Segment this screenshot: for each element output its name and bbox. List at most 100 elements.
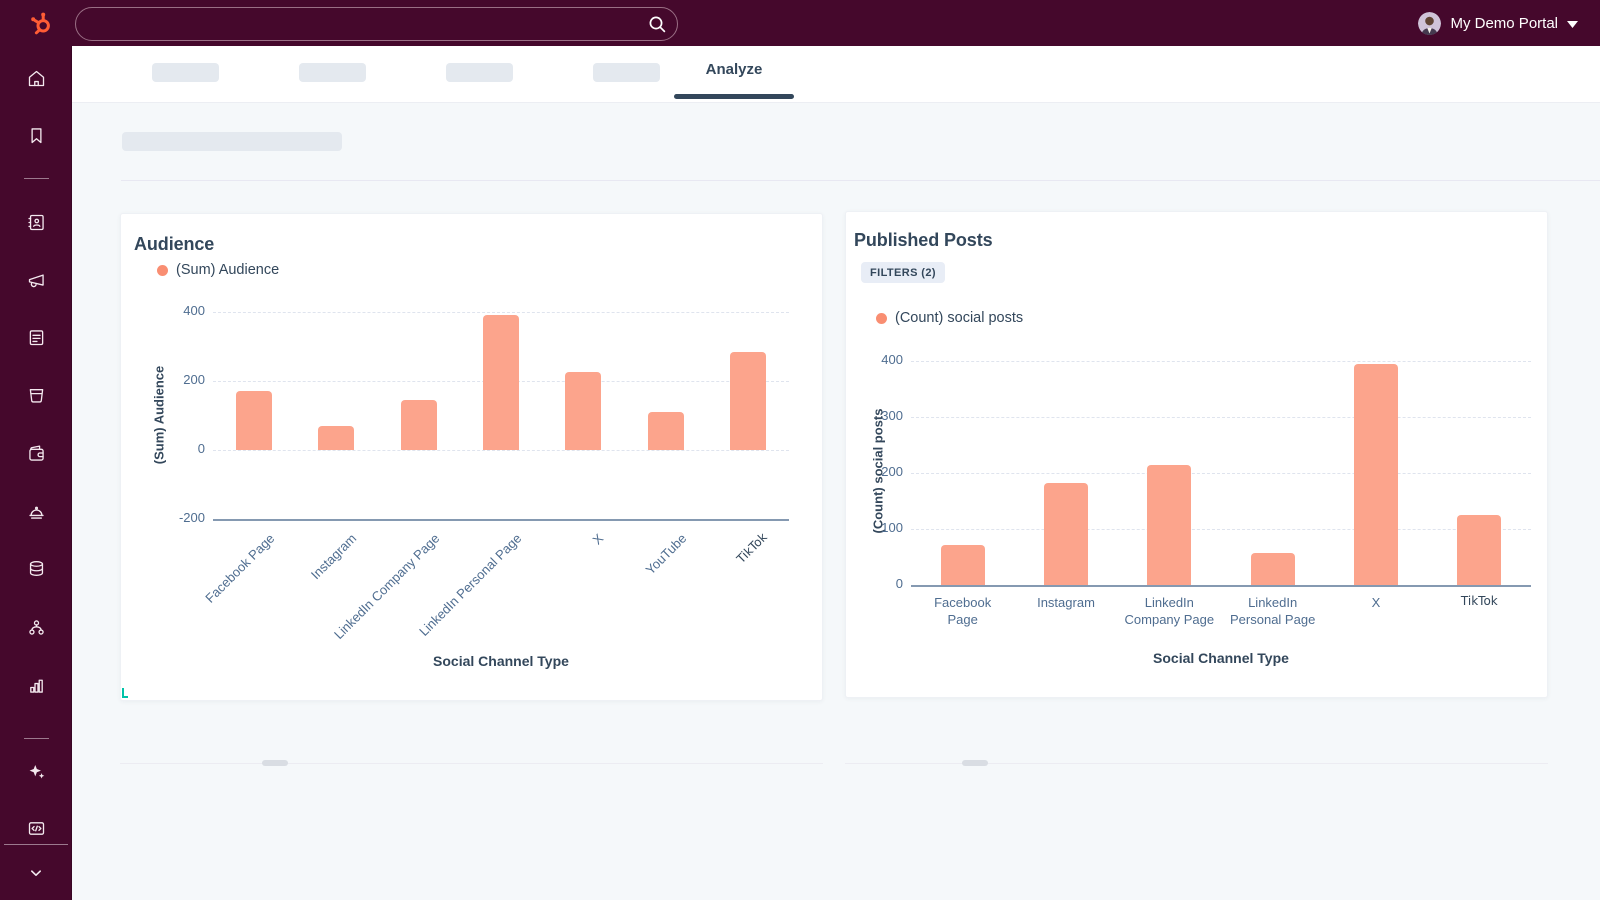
y-tick-label: 0 bbox=[895, 576, 903, 591]
skeleton-tab bbox=[152, 63, 219, 82]
code-icon bbox=[28, 821, 44, 835]
x-axis-line bbox=[213, 519, 789, 521]
x-category-label: LinkedIn Personal Page bbox=[1230, 595, 1316, 628]
legend-item[interactable]: (Sum) Audience bbox=[157, 262, 279, 278]
y-tick-label: 400 bbox=[183, 303, 205, 318]
global-search-bar[interactable] bbox=[75, 7, 678, 41]
y-tick-label: 0 bbox=[197, 441, 205, 456]
main-sidebar bbox=[0, 46, 72, 900]
workflow-icon bbox=[28, 619, 44, 635]
next-row-card-edge bbox=[120, 763, 823, 764]
x-category-label: Facebook Page bbox=[934, 595, 992, 628]
bar-linkedin-personal-page[interactable] bbox=[483, 315, 519, 450]
bar-instagram[interactable] bbox=[318, 425, 355, 450]
chevron-down-icon bbox=[1567, 15, 1578, 32]
sidebar-item-commerce[interactable] bbox=[0, 374, 72, 414]
bar-facebook-page[interactable] bbox=[940, 544, 985, 585]
hubspot-logo-icon[interactable] bbox=[26, 9, 54, 37]
sidebar-item-automations[interactable] bbox=[0, 607, 72, 647]
bar-youtube[interactable] bbox=[647, 412, 684, 450]
sidebar-bottom-divider bbox=[4, 844, 68, 845]
sidebar-item-marketing[interactable] bbox=[0, 260, 72, 300]
bar-linkedin-company-page[interactable] bbox=[1147, 464, 1192, 585]
x-category-label: LinkedIn Company Page bbox=[1124, 595, 1215, 628]
legend-label: (Count) social posts bbox=[895, 310, 1024, 326]
avatar bbox=[1418, 11, 1442, 35]
bar-facebook-page[interactable] bbox=[236, 391, 273, 450]
bookmark-icon bbox=[30, 127, 42, 143]
y-tick-label: 400 bbox=[881, 352, 903, 367]
next-row-skeleton bbox=[962, 760, 988, 766]
sidebar-item-content[interactable] bbox=[0, 317, 72, 357]
service-bell-icon bbox=[28, 506, 44, 519]
gridline bbox=[213, 450, 789, 451]
audience-bar-chart: 400 200 0 -200 Facebook Page Instagram LinkedI… bbox=[121, 214, 822, 700]
loading-corner-mark bbox=[122, 688, 128, 698]
gridline bbox=[213, 312, 789, 313]
skeleton-page-title bbox=[122, 132, 342, 151]
gridline bbox=[911, 529, 1531, 530]
report-tab-bar: Analyze bbox=[72, 46, 1600, 103]
x-axis-title: Social Channel Type bbox=[433, 653, 569, 669]
report-title: Audience bbox=[134, 234, 215, 254]
audience-report-card: Audience (Sum) Audience (Sum) Audience 4… bbox=[120, 213, 823, 701]
legend-item[interactable]: (Count) social posts bbox=[876, 310, 1023, 326]
sidebar-divider bbox=[24, 178, 49, 179]
sidebar-item-reporting[interactable] bbox=[0, 665, 72, 705]
bar-instagram[interactable] bbox=[1044, 483, 1088, 585]
database-icon bbox=[29, 560, 43, 576]
next-row-skeleton bbox=[262, 760, 288, 766]
sidebar-item-ai-assistant[interactable] bbox=[0, 751, 72, 791]
top-navigation-bar: My Demo Portal bbox=[0, 0, 1600, 46]
legend-label: (Sum) Audience bbox=[176, 262, 280, 278]
active-tab-indicator bbox=[674, 94, 794, 99]
home-icon bbox=[28, 70, 44, 86]
x-category-label: Instagram bbox=[1037, 595, 1095, 610]
sidebar-item-crm[interactable] bbox=[0, 202, 72, 242]
account-menu[interactable]: My Demo Portal bbox=[1418, 0, 1578, 46]
sidebar-item-payments[interactable] bbox=[0, 433, 72, 473]
skeleton-tab bbox=[593, 63, 660, 82]
bar-linkedin-company-page[interactable] bbox=[400, 399, 437, 450]
skeleton-tab bbox=[299, 63, 366, 82]
gridline bbox=[911, 473, 1531, 474]
x-category-label: TikTok bbox=[1460, 594, 1498, 608]
published-posts-report-card: Published Posts FILTERS (2) (Count) soci… bbox=[845, 211, 1548, 698]
sidebar-divider bbox=[24, 738, 49, 739]
bar-x[interactable] bbox=[1354, 363, 1398, 585]
megaphone-icon bbox=[28, 273, 44, 287]
x-axis-title: Social Channel Type bbox=[1153, 650, 1289, 666]
wallet-icon bbox=[28, 444, 44, 461]
bar-tiktok[interactable] bbox=[729, 351, 766, 450]
search-input[interactable] bbox=[76, 8, 637, 40]
legend-swatch bbox=[876, 312, 887, 324]
bar-tiktok[interactable] bbox=[1457, 515, 1502, 585]
sidebar-item-developer-tools[interactable] bbox=[0, 808, 72, 848]
y-tick-label: 200 bbox=[183, 372, 205, 387]
sidebar-item-data-management[interactable] bbox=[0, 548, 72, 588]
bar-linkedin-personal-page[interactable] bbox=[1250, 552, 1295, 585]
next-row-card-edge bbox=[845, 763, 1548, 764]
basket-icon bbox=[29, 388, 43, 403]
skeleton-tab bbox=[446, 63, 513, 82]
gridline bbox=[911, 417, 1531, 418]
search-icon[interactable] bbox=[637, 14, 677, 34]
y-tick-label: -200 bbox=[178, 510, 205, 525]
bar-x[interactable] bbox=[565, 372, 602, 450]
sidebar-collapse-button[interactable] bbox=[0, 853, 72, 893]
report-title: Published Posts bbox=[854, 230, 993, 250]
gridline bbox=[911, 361, 1531, 362]
y-tick-label: 200 bbox=[881, 464, 903, 479]
sidebar-item-home[interactable] bbox=[0, 58, 72, 98]
sidebar-item-service[interactable] bbox=[0, 491, 72, 531]
tab-analyze[interactable]: Analyze bbox=[705, 61, 763, 78]
y-tick-label: 100 bbox=[881, 520, 903, 535]
bar-chart-icon bbox=[29, 679, 43, 693]
filters-badge[interactable]: FILTERS (2) bbox=[861, 262, 945, 283]
content-divider bbox=[121, 180, 1600, 181]
y-tick-label: 300 bbox=[881, 408, 903, 423]
sidebar-item-bookmarks[interactable] bbox=[0, 115, 72, 155]
x-axis-line bbox=[911, 585, 1531, 587]
published-posts-bar-chart: 400 300 200 100 0 Facebook Page Instagram Linke… bbox=[846, 212, 1547, 697]
x-category-label: X bbox=[1371, 595, 1381, 610]
